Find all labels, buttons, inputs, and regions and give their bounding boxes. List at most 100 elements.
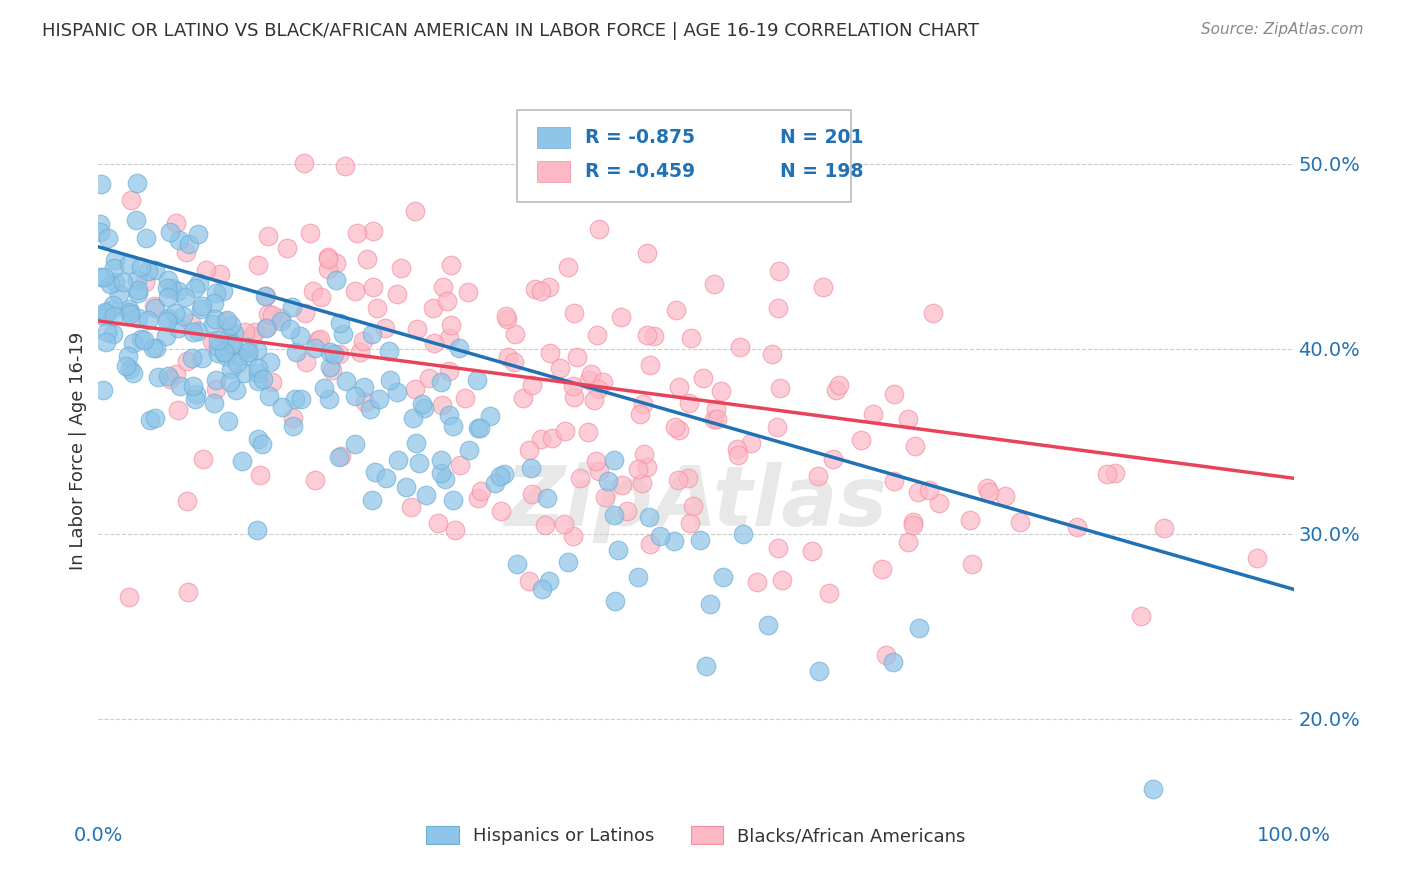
Point (470, 484, 492, 499)
Point (437, 408, 460, 422)
Point (682, 499, 704, 513)
Point (302, 284, 325, 298)
Point (325, 273, 347, 287)
Point (165, 367, 187, 381)
Point (875, 648, 897, 662)
Point (883, 386, 905, 401)
Point (530, 285, 553, 299)
Point (103, 261, 125, 276)
Point (494, 467, 516, 482)
Point (733, 526, 755, 541)
Point (238, 345, 260, 359)
Point (495, 309, 517, 323)
Point (430, 466, 453, 480)
Point (176, 493, 198, 508)
Point (127, 176, 149, 190)
Point (176, 585, 198, 599)
Point (160, 281, 183, 295)
Point (288, 328, 311, 343)
Point (378, 344, 401, 359)
Point (217, 414, 239, 428)
Text: R = -0.459: R = -0.459 (585, 161, 695, 181)
Point (704, 401, 727, 416)
Point (125, 213, 148, 227)
Point (330, 450, 353, 464)
Point (825, 383, 848, 397)
Point (554, 424, 576, 438)
Point (883, 474, 905, 488)
Point (603, 452, 626, 467)
Point (562, 529, 585, 543)
Point (260, 375, 283, 389)
Point (127, 283, 149, 297)
Point (537, 574, 560, 589)
Point (157, 368, 180, 383)
Point (1246, 551, 1268, 566)
Point (314, 381, 336, 395)
Point (640, 537, 662, 551)
Point (136, 313, 159, 327)
Point (202, 317, 225, 331)
Point (437, 364, 460, 378)
Point (586, 383, 609, 397)
Point (897, 412, 920, 426)
Point (378, 374, 401, 388)
Point (183, 392, 205, 406)
Point (205, 382, 228, 396)
Point (605, 593, 627, 607)
FancyBboxPatch shape (517, 110, 852, 202)
Text: HISPANIC OR LATINO VS BLACK/AFRICAN AMERICAN IN LABOR FORCE | AGE 16-19 CORRELAT: HISPANIC OR LATINO VS BLACK/AFRICAN AMER… (42, 22, 979, 40)
Point (821, 451, 844, 466)
Point (725, 442, 748, 457)
Point (578, 373, 600, 387)
Point (710, 384, 733, 398)
Point (280, 300, 302, 314)
Point (207, 340, 229, 354)
Point (770, 574, 793, 588)
Point (768, 264, 790, 278)
Point (201, 334, 224, 349)
Point (247, 374, 270, 388)
Point (217, 331, 239, 345)
Point (219, 318, 242, 332)
Point (174, 245, 197, 260)
Point (436, 293, 458, 308)
Point (202, 396, 225, 410)
Point (484, 476, 506, 491)
Point (562, 378, 585, 392)
Point (1130, 609, 1153, 624)
Point (607, 542, 630, 557)
Point (405, 322, 427, 336)
Point (103, 253, 125, 268)
Point (579, 367, 602, 381)
Point (761, 347, 783, 361)
Point (807, 468, 830, 483)
Point (360, 327, 382, 342)
Point (181, 351, 204, 365)
Point (449, 458, 471, 473)
Point (254, 320, 277, 334)
Point (585, 453, 607, 467)
Point (699, 597, 721, 611)
Point (1095, 467, 1118, 482)
Point (111, 276, 134, 290)
Point (711, 570, 734, 584)
Point (167, 284, 190, 298)
Point (361, 280, 384, 294)
Point (817, 586, 839, 600)
Text: ZipAtlas: ZipAtlas (505, 462, 887, 543)
Point (678, 396, 700, 410)
Point (404, 382, 426, 396)
Point (118, 307, 141, 321)
Point (359, 402, 381, 417)
Point (294, 306, 316, 320)
Point (766, 541, 789, 556)
Point (231, 453, 253, 467)
Point (233, 325, 256, 339)
Point (332, 326, 354, 341)
Point (565, 350, 588, 364)
Point (1153, 521, 1175, 535)
Point (143, 262, 166, 277)
Point (610, 310, 633, 324)
Point (120, 193, 142, 207)
